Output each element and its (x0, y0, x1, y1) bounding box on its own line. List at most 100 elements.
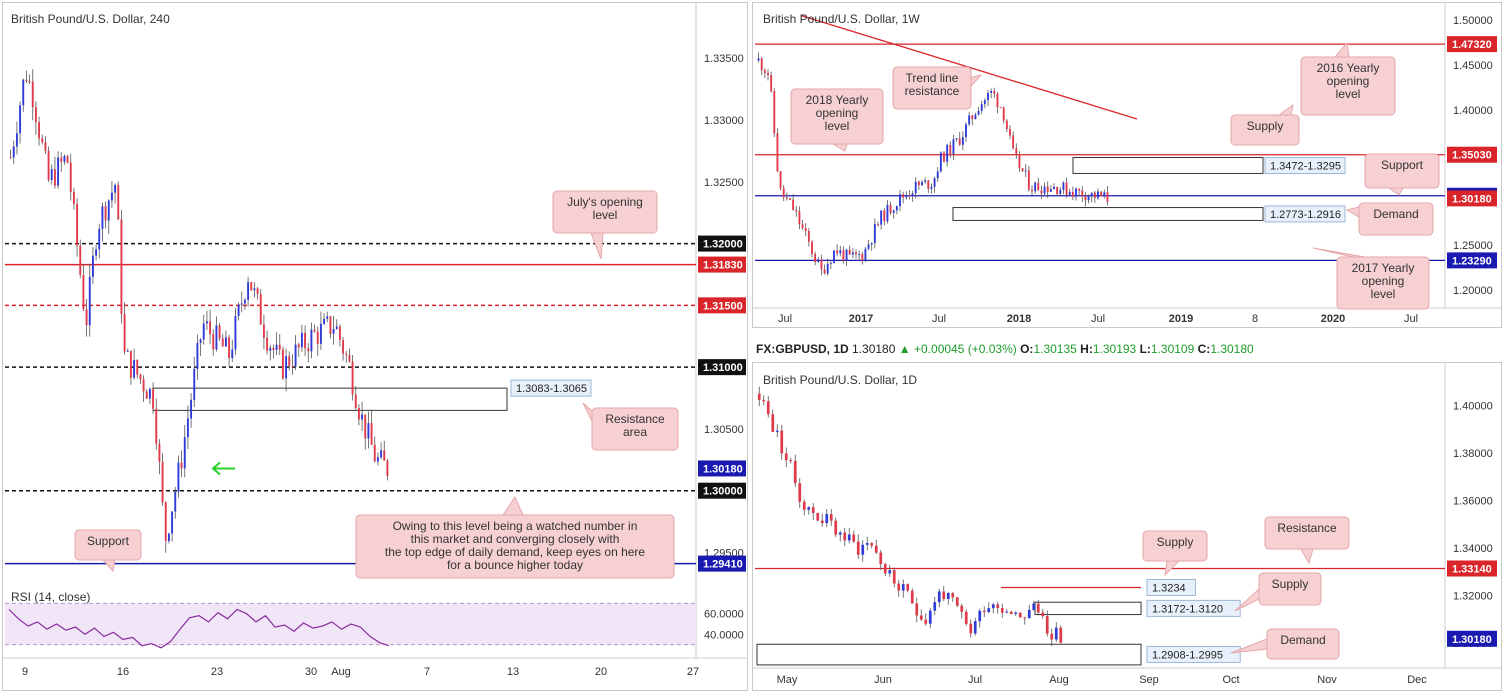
w1-chart-panel[interactable]: 1.500001.450001.400001.350001.250001.200… (752, 2, 1502, 328)
w1-candle (782, 188, 785, 198)
w1-candle (1046, 186, 1049, 192)
d1-candle (1041, 612, 1045, 616)
h4-candle (373, 444, 376, 462)
w1-candle (990, 91, 993, 93)
h4-price-badge-2: 1.31500 (703, 300, 743, 312)
w1-candle (1065, 182, 1068, 195)
rsi-tick: 60.0000 (704, 609, 744, 621)
d1-candle (780, 430, 784, 454)
h4-x-tick: 27 (687, 666, 699, 678)
h4-price-badge-0-bg (698, 235, 746, 252)
d1-chart[interactable]: 1.400001.380001.360001.340001.320001.300… (753, 363, 1501, 690)
w1-candle (833, 250, 835, 263)
h4-x-tick: 16 (117, 666, 129, 678)
w1-candle (974, 114, 977, 120)
w1-chart[interactable]: 1.500001.450001.400001.350001.250001.200… (753, 3, 1501, 327)
h4-candle (76, 203, 79, 246)
callout-2018-yearly-opening-text: 2018 Yearly (806, 93, 869, 107)
w1-candle (936, 171, 939, 179)
h4-candle (376, 457, 379, 462)
d1-candle (982, 610, 986, 613)
h4-chart[interactable]: 1.335001.330001.325001.305001.295001.308… (3, 3, 747, 690)
d1-candle (816, 512, 820, 521)
h4-candle (323, 318, 326, 324)
h4-candle (383, 450, 386, 461)
callout-d1-demand-text: Demand (1280, 633, 1325, 647)
h4-candle (386, 460, 389, 477)
w1-candle (924, 180, 927, 182)
d1-chart-panel[interactable]: 1.400001.380001.360001.340001.320001.300… (752, 362, 1502, 691)
w1-candle (889, 204, 892, 213)
d1-candle (789, 460, 793, 462)
callout-commentary-text: Owing to this level being a watched numb… (393, 519, 638, 533)
h4-candle (297, 344, 300, 348)
w1-candle (792, 199, 795, 210)
callout-resistance-area-text: Resistance (605, 412, 665, 426)
d1-candle (937, 591, 941, 603)
d1-x-tick: May (777, 674, 798, 686)
h4-candle (202, 323, 205, 340)
h4-candle (348, 355, 351, 362)
w1-candle (939, 152, 942, 172)
w1-x-tick: 8 (1252, 313, 1258, 325)
w1-candle (968, 115, 971, 125)
callout-trend-line-resistance-text: Trend line (906, 71, 959, 85)
h4-y-tick: 1.33500 (704, 53, 744, 65)
h4-candle (221, 338, 224, 347)
w1-x-tick: Jul (1404, 313, 1418, 325)
callout-resistance-area-box (591, 407, 679, 451)
w1-candle (996, 93, 999, 107)
h4-price-badge-5-bg (698, 482, 746, 499)
h4-candle (114, 185, 117, 193)
w1-y-tick: 1.45000 (1453, 60, 1493, 72)
callout-2017-yearly-opening-text: 2017 Yearly (1352, 261, 1415, 275)
callout-w1-supply-box (1230, 114, 1300, 146)
d1-candle (996, 604, 1000, 609)
h4-candle (31, 81, 34, 108)
h4-candle (53, 169, 56, 186)
w1-candle (1090, 192, 1093, 197)
w1-candle (785, 197, 788, 199)
rsi-tick: 40.0000 (704, 629, 744, 641)
w1-candle (804, 228, 807, 232)
d1-candle (951, 593, 955, 598)
w1-candle (867, 244, 870, 249)
h4-candle (34, 107, 37, 123)
h4-x-tick: 20 (595, 666, 607, 678)
h4-candle (218, 325, 221, 339)
callout-2016-yearly-opening-pointer (1333, 41, 1350, 58)
w1-candle (1027, 170, 1030, 190)
d1-y-tick: 1.34000 (1453, 543, 1493, 555)
w1-x-tick: 2017 (849, 313, 873, 325)
d1-zone-label: 1.3234 (1152, 582, 1186, 594)
w1-candle (886, 204, 889, 222)
d1-candle (820, 520, 824, 524)
w1-candle (971, 115, 974, 120)
callout-w1-support-pointer (1387, 187, 1404, 196)
w1-candle (1043, 186, 1046, 194)
last-price: 1.30180 (852, 342, 896, 356)
w1-candle (820, 259, 823, 270)
h4-price-badge-4-bg (698, 460, 746, 477)
d1-candle (928, 610, 932, 624)
h4-candle (338, 326, 341, 341)
h4-candle (319, 323, 322, 344)
d1-x-tick: Dec (1407, 674, 1427, 686)
h4-candle (133, 359, 136, 378)
w1-candle (757, 58, 760, 61)
d1-candle (879, 552, 883, 565)
h4-candle (237, 304, 240, 316)
h4-candle (139, 374, 142, 380)
low-value: 1.30109 (1150, 342, 1195, 356)
rsi-label: RSI (14, close) (11, 590, 90, 604)
d1-candle (978, 610, 982, 622)
w1-candle (842, 250, 845, 261)
h4-chart-panel[interactable]: 1.33500 1.33000 1.32500 1.30500 1.29500 1.308… (2, 2, 748, 691)
w1-candle (760, 58, 763, 71)
green-arrow-icon-head (211, 461, 221, 476)
h4-candle (345, 353, 348, 356)
h4-candle (231, 349, 234, 358)
d1-candle (1014, 612, 1018, 614)
h4-candle (47, 151, 50, 180)
h4-price-badge-1-bg (698, 256, 746, 273)
